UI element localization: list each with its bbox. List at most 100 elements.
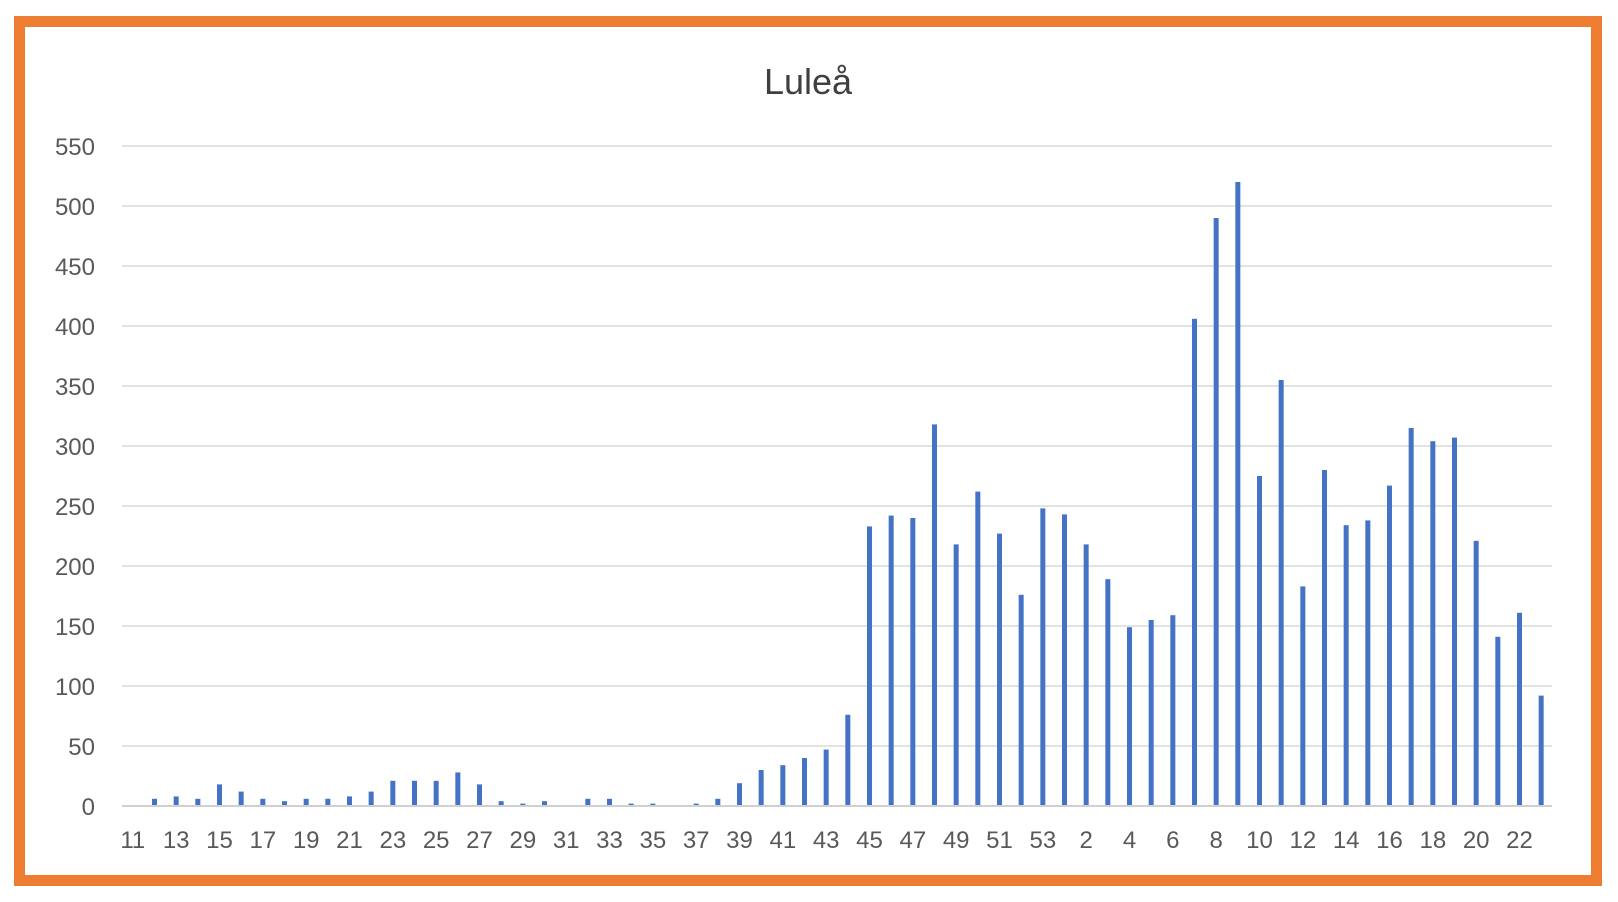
x-tick-label: 6 (1166, 827, 1179, 854)
x-tick-label: 33 (596, 827, 623, 854)
bar-4-46 (1127, 627, 1132, 806)
bar-14-3 (195, 798, 201, 806)
bar-12-1 (152, 798, 157, 806)
x-tick-label: 25 (423, 827, 450, 854)
bar-50-39 (975, 491, 981, 806)
x-tick-label: 2 (1079, 827, 1092, 854)
x-tick-label: 12 (1289, 827, 1316, 854)
bar-11-53 (1278, 380, 1284, 806)
bar-27-16 (477, 784, 482, 806)
bar-46-35 (888, 515, 894, 806)
x-tick-label: 22 (1506, 827, 1533, 854)
bar-26-15 (455, 772, 461, 806)
bar-21-10 (347, 796, 352, 806)
x-tick-label: 35 (639, 827, 666, 854)
bar-21-63 (1495, 636, 1501, 806)
x-tick-label: 31 (553, 827, 580, 854)
x-tick-label: 27 (466, 827, 493, 854)
bar-13-2 (173, 796, 179, 806)
x-tick-label: 41 (769, 827, 796, 854)
x-tick-label: 16 (1376, 827, 1403, 854)
bar-30-19 (542, 801, 547, 806)
x-tick-label: 49 (943, 827, 970, 854)
bar-12-54 (1300, 586, 1306, 806)
x-tick-label: 8 (1209, 827, 1222, 854)
bar-37-26 (693, 803, 699, 806)
bar-18-60 (1430, 441, 1436, 806)
bar-16-58 (1387, 485, 1392, 806)
y-tick-label: 100 (55, 674, 95, 701)
x-axis: 11 13 15 17 19 21 23 25 27 29 31 33 35 37 39 41 43 45 47 49… (120, 805, 1552, 854)
x-tick-label: 43 (813, 827, 840, 854)
bar-48-37 (932, 424, 937, 806)
bar-6-48 (1170, 615, 1176, 806)
bar-19-8 (303, 798, 309, 806)
bar-41-30 (780, 765, 786, 806)
y-tick-label: 550 (55, 134, 95, 161)
bar-20-62 (1473, 540, 1479, 806)
x-tick-label: 10 (1246, 827, 1273, 854)
x-tick-label: 13 (163, 827, 190, 854)
bar-40-29 (758, 770, 764, 806)
chart-title: Luleå (764, 61, 853, 102)
x-tick-label: 45 (856, 827, 883, 854)
bar-17-6 (260, 798, 266, 806)
bar-39-28 (737, 783, 742, 806)
bar-18-7 (282, 801, 287, 806)
bar-13-55 (1322, 470, 1327, 806)
y-tick-label: 500 (55, 194, 95, 221)
x-tick-label: 15 (206, 827, 233, 854)
x-tick-label: 18 (1419, 827, 1446, 854)
x-tick-label: 53 (1029, 827, 1056, 854)
bar-14-56 (1343, 525, 1349, 806)
x-tick-label: 23 (379, 827, 406, 854)
x-tick-label: 19 (293, 827, 320, 854)
bar-47-36 (910, 518, 916, 806)
y-tick-label: 150 (55, 614, 95, 641)
x-tick-label: 51 (986, 827, 1013, 854)
bar-1-43 (1062, 514, 1067, 806)
y-tick-label: 250 (55, 494, 95, 521)
bar-3-45 (1105, 579, 1111, 806)
bar-23-65 (1538, 695, 1544, 806)
x-tick-label: 17 (249, 827, 276, 854)
bar-42-31 (802, 758, 807, 806)
x-tick-label: 4 (1123, 827, 1136, 854)
bar-17-59 (1408, 428, 1414, 806)
bar-23-12 (390, 780, 396, 806)
chart-frame (14, 16, 1602, 886)
bar-16-5 (238, 791, 244, 806)
bar-7-49 (1192, 318, 1197, 806)
bar-49-38 (953, 544, 959, 806)
x-tick-label: 20 (1463, 827, 1490, 854)
bar-5-47 (1148, 620, 1154, 806)
bar-15-4 (217, 784, 222, 806)
y-tick-label: 350 (55, 374, 95, 401)
bar-44-33 (845, 714, 851, 806)
gridlines (122, 145, 1552, 747)
bar-33-22 (607, 798, 612, 806)
bar-8-50 (1213, 218, 1219, 806)
x-tick-label: 29 (509, 827, 536, 854)
bar-32-21 (585, 798, 591, 806)
bar-34-23 (628, 803, 634, 806)
bar-9-51 (1235, 182, 1241, 806)
bar-38-27 (715, 798, 721, 806)
y-tick-label: 450 (55, 254, 95, 281)
bar-22-11 (368, 791, 374, 806)
y-tick-label: 0 (82, 794, 95, 821)
bar-52-41 (1018, 594, 1024, 806)
x-tick-label: 14 (1333, 827, 1360, 854)
y-tick-label: 300 (55, 434, 95, 461)
y-axis: 0 50 100 150 200 250 300 350 400 450 500 550 (55, 134, 95, 821)
bar-2-44 (1083, 544, 1089, 806)
bar-24-13 (412, 780, 417, 806)
bar-15-57 (1365, 520, 1371, 806)
bars (152, 182, 1544, 806)
bar-53-42 (1040, 508, 1046, 806)
bar-20-9 (325, 798, 331, 806)
x-tick-label: 47 (899, 827, 926, 854)
x-tick-label: 21 (336, 827, 363, 854)
bar-10-52 (1257, 476, 1262, 806)
bar-35-24 (650, 803, 656, 806)
